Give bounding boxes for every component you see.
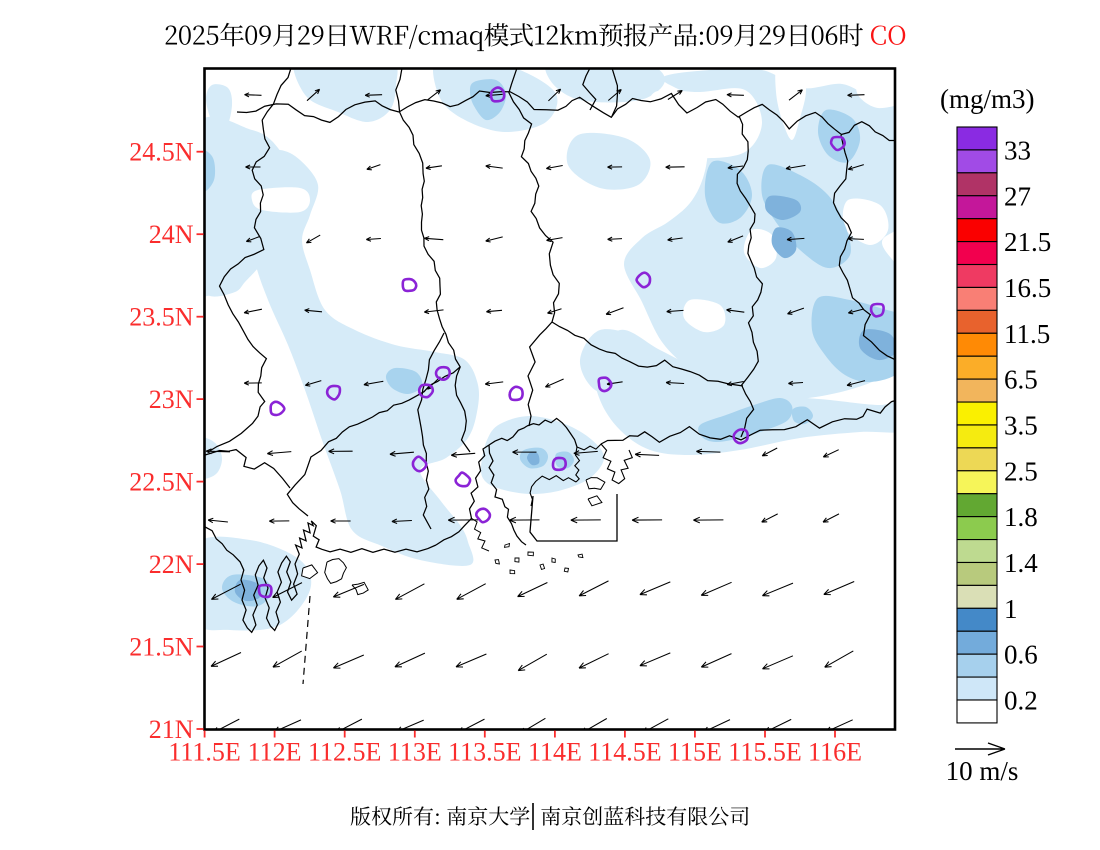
svg-text:116E: 116E	[808, 738, 862, 767]
svg-text:112E: 112E	[248, 738, 302, 767]
svg-text:21N: 21N	[149, 715, 194, 744]
svg-text:16.5: 16.5	[1004, 273, 1051, 303]
svg-text:11.5: 11.5	[1004, 319, 1050, 349]
svg-text:24.5N: 24.5N	[129, 138, 194, 167]
svg-text:21.5: 21.5	[1004, 227, 1051, 257]
svg-text:111.5E: 111.5E	[168, 738, 240, 767]
svg-text:114.5E: 114.5E	[588, 738, 661, 767]
svg-text:(mg/m3): (mg/m3)	[940, 84, 1035, 114]
svg-text:27: 27	[1004, 181, 1031, 211]
svg-text:10 m/s: 10 m/s	[946, 756, 1019, 786]
svg-text:113E: 113E	[388, 738, 442, 767]
svg-text:24N: 24N	[149, 220, 194, 249]
svg-text:0.6: 0.6	[1004, 640, 1038, 670]
svg-text:6.5: 6.5	[1004, 365, 1038, 395]
svg-text:114E: 114E	[528, 738, 582, 767]
svg-text:2.5: 2.5	[1004, 456, 1038, 486]
svg-text:0.2: 0.2	[1004, 686, 1038, 716]
svg-text:112.5E: 112.5E	[308, 738, 381, 767]
svg-text:23.5N: 23.5N	[129, 303, 194, 332]
svg-text:22.5N: 22.5N	[129, 468, 194, 497]
svg-text:1.4: 1.4	[1004, 548, 1038, 578]
svg-text:1.8: 1.8	[1004, 502, 1038, 532]
svg-text:23N: 23N	[149, 385, 194, 414]
svg-text:33: 33	[1004, 135, 1031, 165]
svg-text:115.5E: 115.5E	[728, 738, 801, 767]
svg-text:22N: 22N	[149, 550, 194, 579]
svg-text:3.5: 3.5	[1004, 411, 1038, 441]
svg-text:21.5N: 21.5N	[129, 633, 194, 662]
svg-text:113.5E: 113.5E	[448, 738, 521, 767]
svg-text:1: 1	[1004, 594, 1018, 624]
svg-text:115E: 115E	[668, 738, 722, 767]
